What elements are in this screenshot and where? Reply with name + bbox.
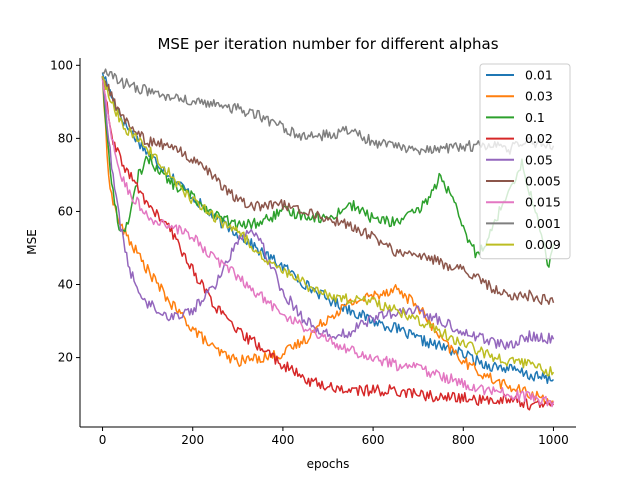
axes-layer: 0 200 400 600 800 1000 20 40 60 80 100	[50, 58, 576, 447]
x-tick-label: 200	[181, 433, 204, 447]
chart-title: MSE per iteration number for different a…	[157, 35, 498, 53]
legend-box	[479, 63, 571, 260]
x-tick-label: 600	[362, 433, 385, 447]
x-tick-label: 0	[99, 433, 107, 447]
series-line-0.05	[101, 76, 555, 350]
series-layer	[101, 68, 555, 411]
legend-label: 0.001	[525, 216, 561, 231]
series-line-0.001	[102, 68, 555, 156]
y-tick-label: 100	[50, 58, 73, 72]
y-tick-label: 40	[58, 278, 73, 292]
legend-label: 0.009	[525, 237, 561, 252]
legend-label: 0.1	[525, 110, 545, 125]
series-line-0.1	[101, 76, 555, 268]
x-tick-label: 400	[271, 433, 294, 447]
legend: 0.01 0.03 0.1 0.02 0.05 0.005 0.015 0.001 0.009	[479, 63, 571, 260]
series-line-0.005	[101, 76, 555, 306]
y-axis-label: MSE	[25, 229, 39, 255]
x-tick-label: 1000	[538, 433, 569, 447]
y-tick-label: 20	[58, 351, 73, 365]
series-line-0.015	[101, 79, 555, 408]
series-line-0.009	[101, 76, 555, 377]
y-tick-label: 60	[58, 204, 73, 218]
legend-label: 0.05	[525, 152, 553, 167]
legend-label: 0.015	[525, 195, 561, 210]
legend-label: 0.03	[525, 89, 553, 104]
legend-label: 0.02	[525, 131, 553, 146]
y-tick-label: 80	[58, 131, 73, 145]
x-tick-label: 800	[452, 433, 475, 447]
legend-label: 0.01	[525, 68, 553, 83]
series-line-0.02	[101, 76, 555, 411]
x-axis-label: epochs	[307, 457, 350, 471]
legend-label: 0.005	[525, 174, 561, 189]
